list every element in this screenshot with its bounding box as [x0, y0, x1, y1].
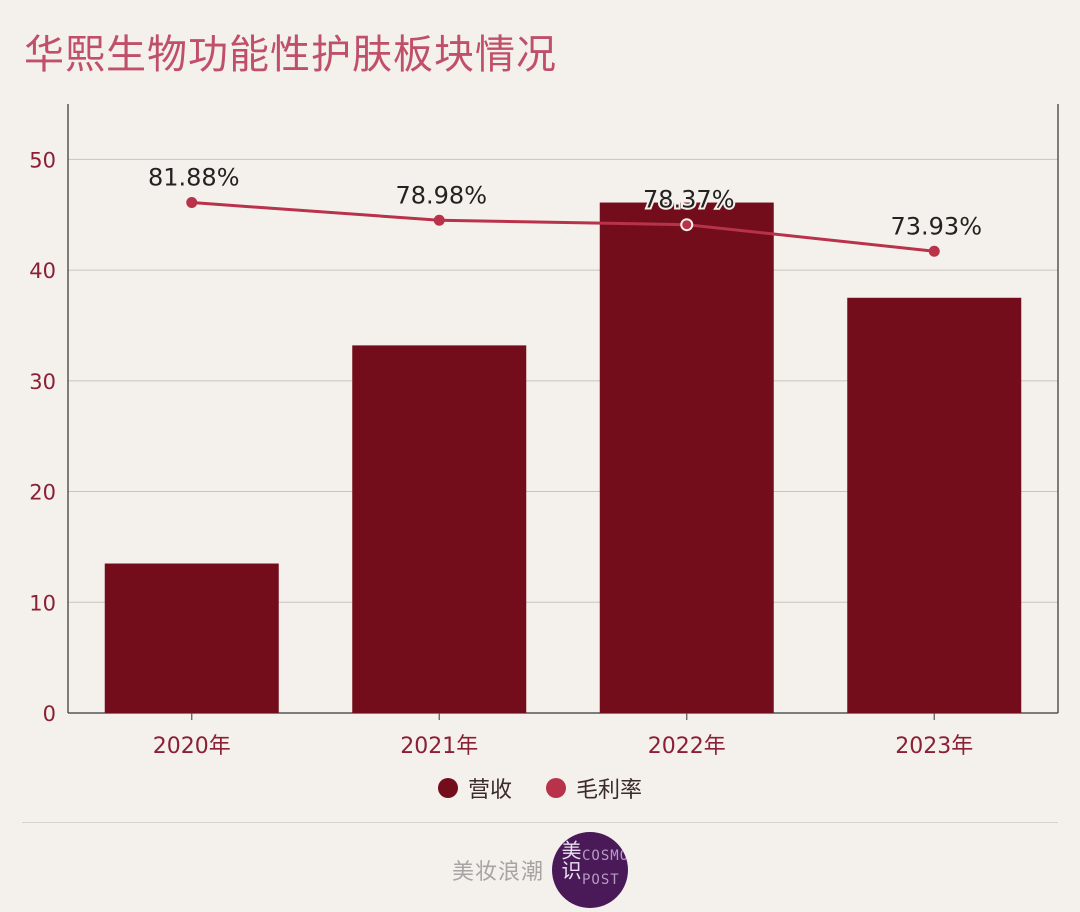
legend-marker-margin	[546, 778, 566, 798]
bar	[104, 563, 279, 713]
data-label: 78.98%	[395, 181, 487, 209]
logo-en-text: COSMO POST	[582, 848, 628, 888]
x-tick-label: 2021年	[400, 734, 478, 759]
footer-brand-text: 美妆浪潮	[451, 860, 544, 885]
footer: 美妆浪潮 美识 COSMO POST	[0, 832, 1080, 908]
legend-marker-revenue	[437, 778, 458, 798]
y-tick-label: 40	[29, 259, 56, 283]
margin-point	[680, 218, 694, 232]
y-tick-label: 10	[29, 591, 56, 615]
x-tick-label: 2023年	[895, 734, 973, 759]
margin-point	[433, 214, 445, 226]
data-label: 78.37%	[643, 186, 735, 214]
data-label: 81.88%	[148, 164, 240, 192]
margin-line	[191, 201, 935, 253]
footer-divider	[22, 822, 1058, 823]
bar	[352, 345, 527, 713]
legend-label-margin: 毛利率	[576, 778, 643, 803]
y-tick-label: 20	[29, 481, 56, 505]
margin-point	[928, 245, 940, 257]
x-tick-label: 2020年	[153, 734, 231, 759]
legend-item-revenue: 营收	[437, 772, 512, 804]
brand-logo: 美识 COSMO POST	[552, 832, 628, 908]
chart-canvas: 0 10 20 30 40 50 2020年 2021年 2022年 2023年 81.88% 78.…	[29, 104, 1059, 759]
y-tick-label: 30	[29, 370, 56, 394]
legend-label-revenue: 营收	[467, 778, 512, 803]
legend: 营收 毛利率	[0, 772, 1080, 804]
legend-item-margin: 毛利率	[546, 772, 642, 804]
y-tick-label: 0	[43, 702, 56, 726]
y-tick-label: 50	[29, 148, 56, 172]
margin-point	[186, 197, 198, 209]
x-tick-label: 2022年	[648, 734, 726, 759]
bar	[847, 297, 1022, 713]
bar	[599, 202, 774, 713]
chart-title: 华熙生物功能性护肤板块情况	[24, 32, 557, 78]
data-label: 73.93%	[890, 212, 982, 240]
logo-cn-text: 美识	[558, 840, 582, 880]
